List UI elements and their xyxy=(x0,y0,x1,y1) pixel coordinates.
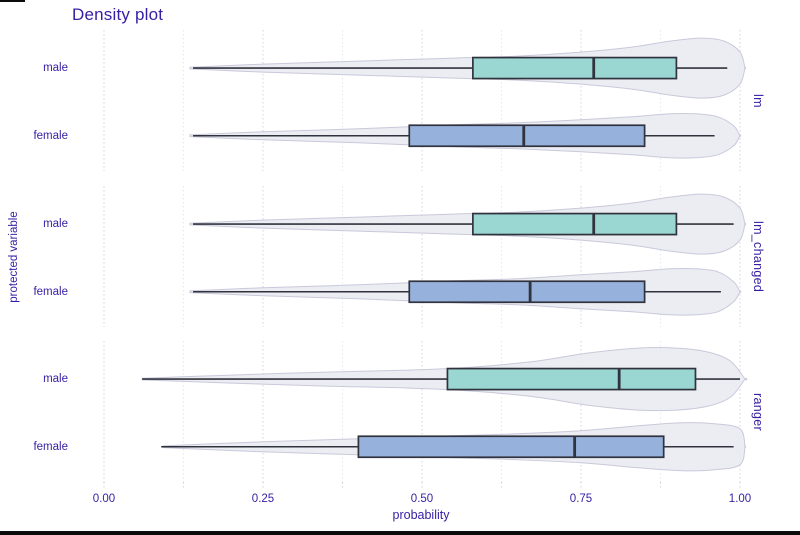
box-ranger-female xyxy=(357,435,665,459)
plot-title: Density plot xyxy=(72,5,164,24)
box-lm-male xyxy=(472,56,678,80)
category-label-lm_changed-female: female xyxy=(33,285,68,298)
box-ranger-male xyxy=(446,367,697,391)
facet-strip-lm_changed: lm_changed xyxy=(751,220,765,293)
category-label-lm_changed-male: male xyxy=(43,218,68,231)
x-axis-title: probability xyxy=(392,508,450,522)
facet-strip-ranger: ranger xyxy=(751,392,765,431)
window-bottom-border xyxy=(0,531,800,535)
x-tick-label-0.75: 0.75 xyxy=(569,493,593,505)
x-tick-label-0.00: 0.00 xyxy=(92,493,116,505)
facet-strip-lm: lm xyxy=(751,93,765,108)
category-label-ranger-female: female xyxy=(33,440,68,453)
box-lm_changed-male xyxy=(472,212,678,236)
x-tick-label-0.50: 0.50 xyxy=(410,493,434,505)
box-lm-female xyxy=(408,124,646,148)
category-label-lm-female: female xyxy=(33,129,68,142)
category-label-lm-male: male xyxy=(43,62,68,75)
window-corner-artifact xyxy=(0,0,25,2)
box-lm_changed-female xyxy=(408,280,646,304)
category-label-ranger-male: male xyxy=(43,373,68,386)
x-tick-label-1.00: 1.00 xyxy=(728,493,752,505)
x-tick-label-0.25: 0.25 xyxy=(251,493,275,505)
